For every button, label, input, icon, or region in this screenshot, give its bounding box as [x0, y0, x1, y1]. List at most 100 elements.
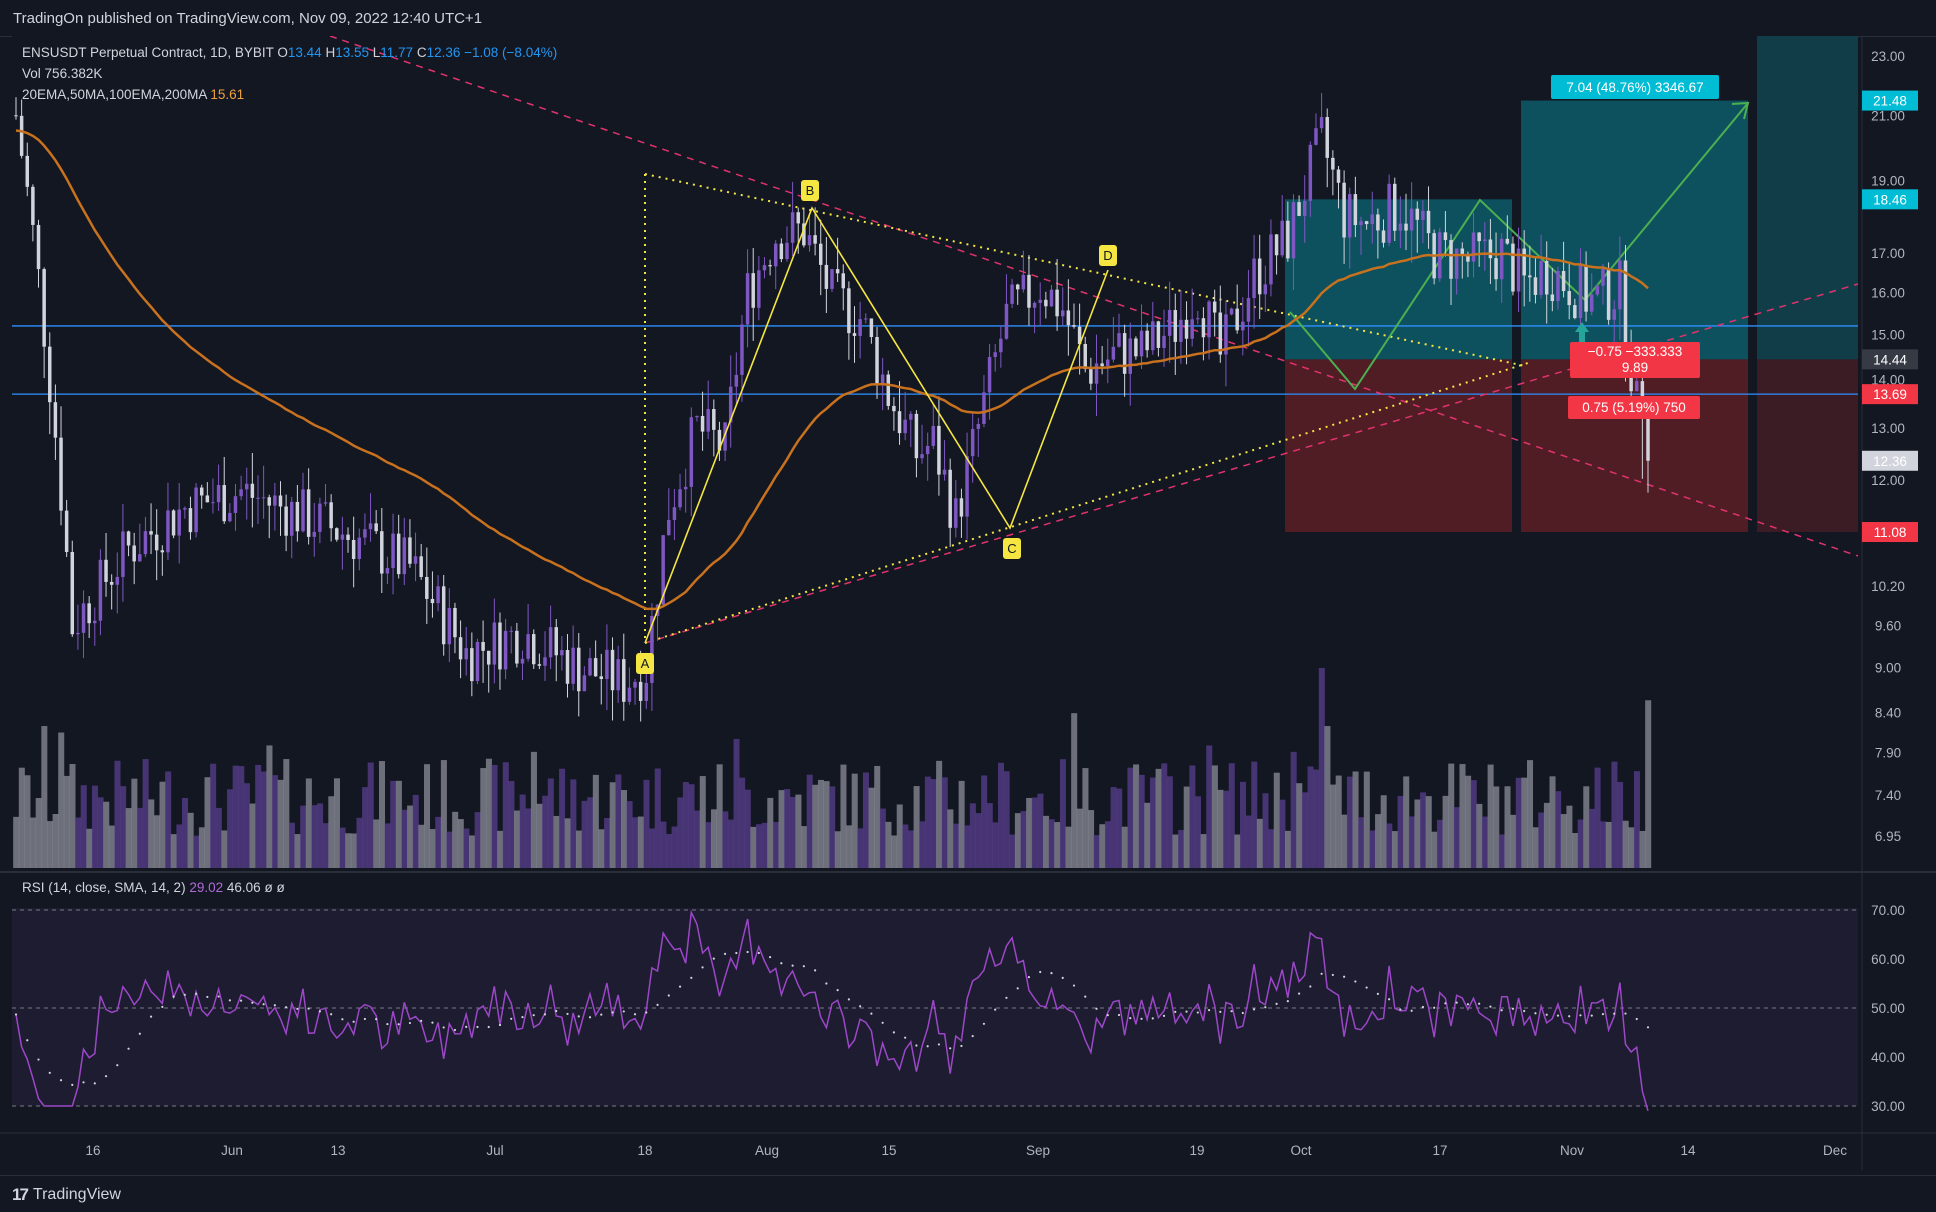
rsi-sma-dot [937, 1043, 941, 1046]
volume-bar [249, 803, 256, 868]
candle-body [228, 512, 232, 522]
volume-bar [930, 779, 937, 868]
candle-body [1494, 258, 1498, 280]
volume-bar [333, 778, 340, 868]
volume-bar [913, 786, 920, 868]
candle-body [1151, 321, 1155, 351]
rsi-sma-dot [476, 1025, 479, 1029]
volume-bar [744, 789, 751, 868]
rsi-sma-dot [1478, 1002, 1481, 1005]
candle-body [290, 501, 294, 536]
volume-label[interactable]: Vol [22, 66, 41, 81]
rsi-tick-label: 70.00 [1871, 903, 1905, 918]
volume-bar [1121, 826, 1128, 868]
rsi-sma-dot [633, 1013, 637, 1016]
price-chart[interactable]: A B C D 23.00 21.00 19.00 17.00 16.00 15.00 14.00… [0, 36, 1936, 1175]
volume-bar [243, 783, 250, 868]
rsi-sma-dot [59, 1079, 63, 1082]
candle-body [402, 537, 407, 575]
rsi-sma-dot [104, 1075, 108, 1078]
candle-body [1021, 274, 1026, 290]
candle-body [1533, 277, 1538, 295]
ema-line [15, 129, 1649, 611]
candle-body [605, 649, 609, 680]
volume-bar [418, 824, 425, 868]
volume-bar [41, 726, 48, 868]
tradingview-logo[interactable]: 17 TradingView [12, 1185, 121, 1205]
candle-body [115, 576, 120, 585]
candle-body [205, 495, 210, 503]
candle-body [644, 682, 649, 701]
volume-bar [1285, 830, 1292, 868]
volume-bar [1628, 827, 1635, 868]
volume-bar [1369, 830, 1376, 868]
price-axis[interactable]: 23.00 21.00 19.00 17.00 16.00 15.00 14.00 13.00… [1862, 49, 1918, 1114]
volume-bar [665, 833, 673, 868]
volume-bar [114, 760, 121, 868]
rsi-sma-dot [971, 1034, 974, 1038]
rsi-sma-dot [408, 1021, 412, 1025]
candle-body [425, 576, 429, 599]
rsi-sma-dot [465, 1025, 468, 1028]
volume-bar [891, 835, 898, 868]
rsi-sma-dot [960, 1044, 963, 1048]
rsi-label[interactable]: RSI (14, close, SMA, 14, 2) [22, 880, 186, 895]
volume-bar [317, 803, 324, 868]
rsi-sma-dot [93, 1082, 96, 1085]
time-axis[interactable]: 16 Jun 13 Jul 18 Aug 15 Sep 19 Oct 17 Nov 14 Dec [85, 1143, 1847, 1158]
harmonic-pattern[interactable]: A B C D [636, 180, 1117, 674]
triangle-upper-dotted [644, 173, 1526, 367]
pattern-point-c-label: C [1007, 541, 1016, 556]
candle-body [1606, 268, 1611, 320]
volume-bar [525, 808, 532, 868]
rsi-sma-dot [217, 995, 220, 998]
candle-body [419, 556, 423, 577]
volume-bar [35, 798, 42, 868]
volume-bar [1442, 795, 1449, 868]
time-tick-label: Nov [1560, 1143, 1584, 1158]
rsi-sma-dot [116, 1064, 119, 1067]
volume-bar [1054, 822, 1061, 868]
candle-body [954, 498, 958, 528]
volume-bar [1346, 776, 1353, 868]
time-tick-label: Aug [755, 1143, 779, 1158]
ema-label[interactable]: 20EMA,50MA,100EMA,200MA [22, 87, 207, 102]
volume-bar [1116, 788, 1123, 868]
volume-bar [1481, 816, 1489, 868]
candle-body [1235, 308, 1239, 331]
candle-body [1207, 301, 1211, 338]
volume-bars [13, 668, 1652, 868]
time-tick-label: 19 [1189, 1143, 1204, 1158]
pattern-point-b-label: B [806, 183, 815, 198]
pattern-point-b-badge [801, 180, 819, 201]
volume-bar [941, 777, 948, 868]
volume-bar [1301, 792, 1308, 868]
volume-bar [1622, 820, 1629, 868]
candle-body [250, 483, 255, 498]
candle-body [1539, 260, 1543, 295]
volume-bar [1577, 819, 1584, 868]
stop-zone-1 [1285, 359, 1512, 533]
rsi-sma-dot [498, 1023, 502, 1027]
volume-bar [767, 797, 774, 868]
candle-body [678, 489, 682, 508]
candle-body [931, 425, 936, 446]
candle-body [1454, 248, 1459, 279]
volume-bar [474, 812, 481, 868]
candle-body [1347, 194, 1352, 238]
symbol-name[interactable]: ENSUSDT Perpetual Contract, 1D, BYBIT [22, 45, 274, 60]
candle-body [1398, 223, 1403, 231]
volume-bar [682, 782, 689, 868]
price-tick-label: 19.00 [1871, 174, 1905, 189]
volume-bar [1408, 816, 1415, 868]
candle-body [1291, 202, 1296, 259]
volume-bar [1617, 781, 1624, 868]
rsi-sma-dot [1151, 1017, 1154, 1020]
rsi-sma-dot [555, 1009, 558, 1013]
volume-bar [1527, 760, 1534, 868]
rsi-sma-dot [1129, 1016, 1132, 1020]
volume-bar [1003, 771, 1010, 868]
volume-bar [604, 818, 611, 868]
publish-header: TradingOn published on TradingView.com, … [0, 0, 1936, 37]
rsi-sma-dot [26, 1039, 29, 1042]
